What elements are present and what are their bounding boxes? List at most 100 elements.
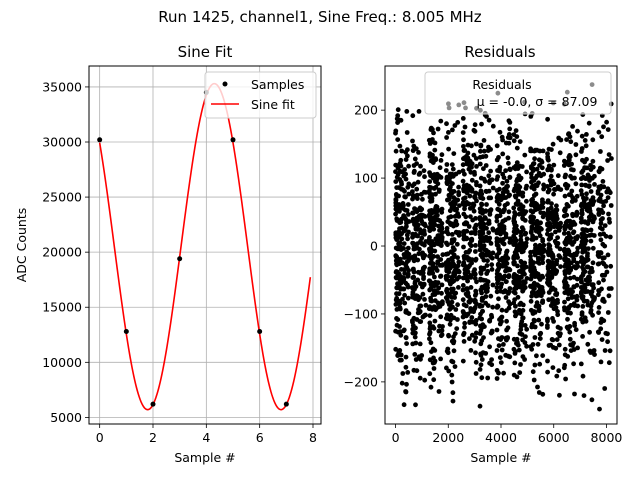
residual-point bbox=[573, 181, 579, 187]
residual-point bbox=[541, 242, 547, 248]
residual-point bbox=[540, 391, 546, 397]
residual-point bbox=[506, 209, 512, 215]
residual-point bbox=[398, 332, 404, 338]
residual-point bbox=[546, 290, 552, 295]
residual-point bbox=[439, 152, 445, 158]
residual-point bbox=[599, 272, 605, 278]
residual-point bbox=[447, 171, 453, 177]
residual-point bbox=[550, 365, 556, 370]
residual-point bbox=[411, 274, 417, 280]
residual-point bbox=[399, 380, 405, 386]
residual-point bbox=[472, 338, 478, 344]
residual-point bbox=[565, 257, 571, 263]
residual-point bbox=[438, 118, 444, 124]
sample-point bbox=[123, 328, 129, 334]
residuals-frame bbox=[384, 65, 618, 425]
residual-point bbox=[480, 296, 486, 302]
residual-point bbox=[570, 124, 575, 129]
residual-point bbox=[586, 246, 591, 252]
residuals-xtick-label: 2000 bbox=[432, 430, 464, 445]
residual-point bbox=[402, 270, 408, 276]
sine-fit-axes: Sine Fit 0 2 4 6 8 5000 10000 15000 20000 25000 30… bbox=[14, 43, 322, 465]
residual-point bbox=[503, 168, 508, 174]
residual-point bbox=[573, 265, 579, 271]
residual-point bbox=[404, 224, 409, 229]
residual-point bbox=[489, 255, 495, 261]
residual-point bbox=[585, 341, 591, 347]
residual-point bbox=[461, 137, 466, 143]
residual-point bbox=[462, 171, 467, 177]
residual-point bbox=[402, 300, 408, 306]
residual-point bbox=[517, 163, 523, 169]
residual-point bbox=[511, 336, 517, 342]
residual-point bbox=[596, 254, 602, 259]
residual-point bbox=[449, 338, 455, 344]
residual-point bbox=[571, 340, 576, 346]
residual-point bbox=[432, 216, 437, 222]
residual-point bbox=[433, 179, 438, 185]
residual-point bbox=[588, 189, 594, 194]
residual-point bbox=[499, 347, 505, 353]
residual-point bbox=[415, 310, 421, 316]
residual-point bbox=[413, 284, 419, 289]
residual-point bbox=[461, 254, 467, 259]
sine-fit-ytick-label: 5000 bbox=[50, 410, 82, 425]
residual-point bbox=[514, 341, 519, 346]
residual-point bbox=[522, 357, 527, 362]
residual-point bbox=[474, 180, 479, 185]
residual-point bbox=[483, 351, 489, 356]
residual-point bbox=[513, 128, 519, 134]
residual-point bbox=[433, 279, 438, 285]
residual-point bbox=[406, 191, 412, 197]
residual-point bbox=[479, 202, 485, 208]
residual-point bbox=[450, 181, 455, 187]
residual-point bbox=[546, 146, 552, 152]
residual-point bbox=[582, 269, 588, 274]
residual-point bbox=[473, 243, 478, 248]
sine-fit-frame bbox=[88, 65, 322, 425]
residual-point bbox=[393, 346, 399, 352]
residual-point bbox=[568, 161, 573, 167]
residual-point bbox=[483, 209, 488, 214]
residual-point bbox=[449, 372, 455, 378]
residual-point bbox=[427, 179, 433, 185]
residual-point bbox=[565, 354, 571, 359]
residuals-ytick-label: 100 bbox=[354, 171, 378, 186]
residual-point bbox=[449, 250, 455, 255]
residual-point bbox=[439, 206, 445, 212]
residual-point bbox=[514, 311, 520, 317]
sine-fit-xlabel: Sample # bbox=[174, 450, 235, 465]
residual-point bbox=[466, 249, 471, 255]
residual-point bbox=[518, 321, 524, 327]
residual-point bbox=[495, 206, 501, 212]
residual-point bbox=[405, 370, 411, 375]
residual-point bbox=[596, 280, 602, 286]
residual-point bbox=[529, 346, 535, 352]
residual-point bbox=[563, 376, 568, 382]
residual-point bbox=[501, 186, 507, 192]
residual-point bbox=[486, 117, 492, 123]
residual-point bbox=[429, 247, 434, 253]
residual-point bbox=[506, 299, 511, 305]
residual-point bbox=[468, 243, 474, 249]
residual-point bbox=[489, 262, 495, 268]
residual-point bbox=[427, 330, 433, 335]
residual-point bbox=[517, 370, 523, 375]
residual-point bbox=[428, 340, 434, 346]
residual-point bbox=[438, 257, 444, 262]
residual-point bbox=[484, 189, 489, 195]
residual-point bbox=[416, 109, 422, 114]
residual-point bbox=[528, 253, 533, 259]
residual-point bbox=[456, 274, 462, 280]
residual-point bbox=[397, 143, 403, 149]
residual-point bbox=[393, 148, 399, 154]
residual-point bbox=[471, 127, 477, 133]
residual-point bbox=[452, 123, 458, 128]
residual-point bbox=[444, 296, 450, 302]
residual-point bbox=[489, 357, 494, 362]
residual-point bbox=[511, 220, 517, 226]
residual-point bbox=[519, 274, 524, 280]
residual-point bbox=[590, 202, 595, 207]
residual-point bbox=[406, 163, 411, 169]
residual-point bbox=[545, 231, 550, 237]
